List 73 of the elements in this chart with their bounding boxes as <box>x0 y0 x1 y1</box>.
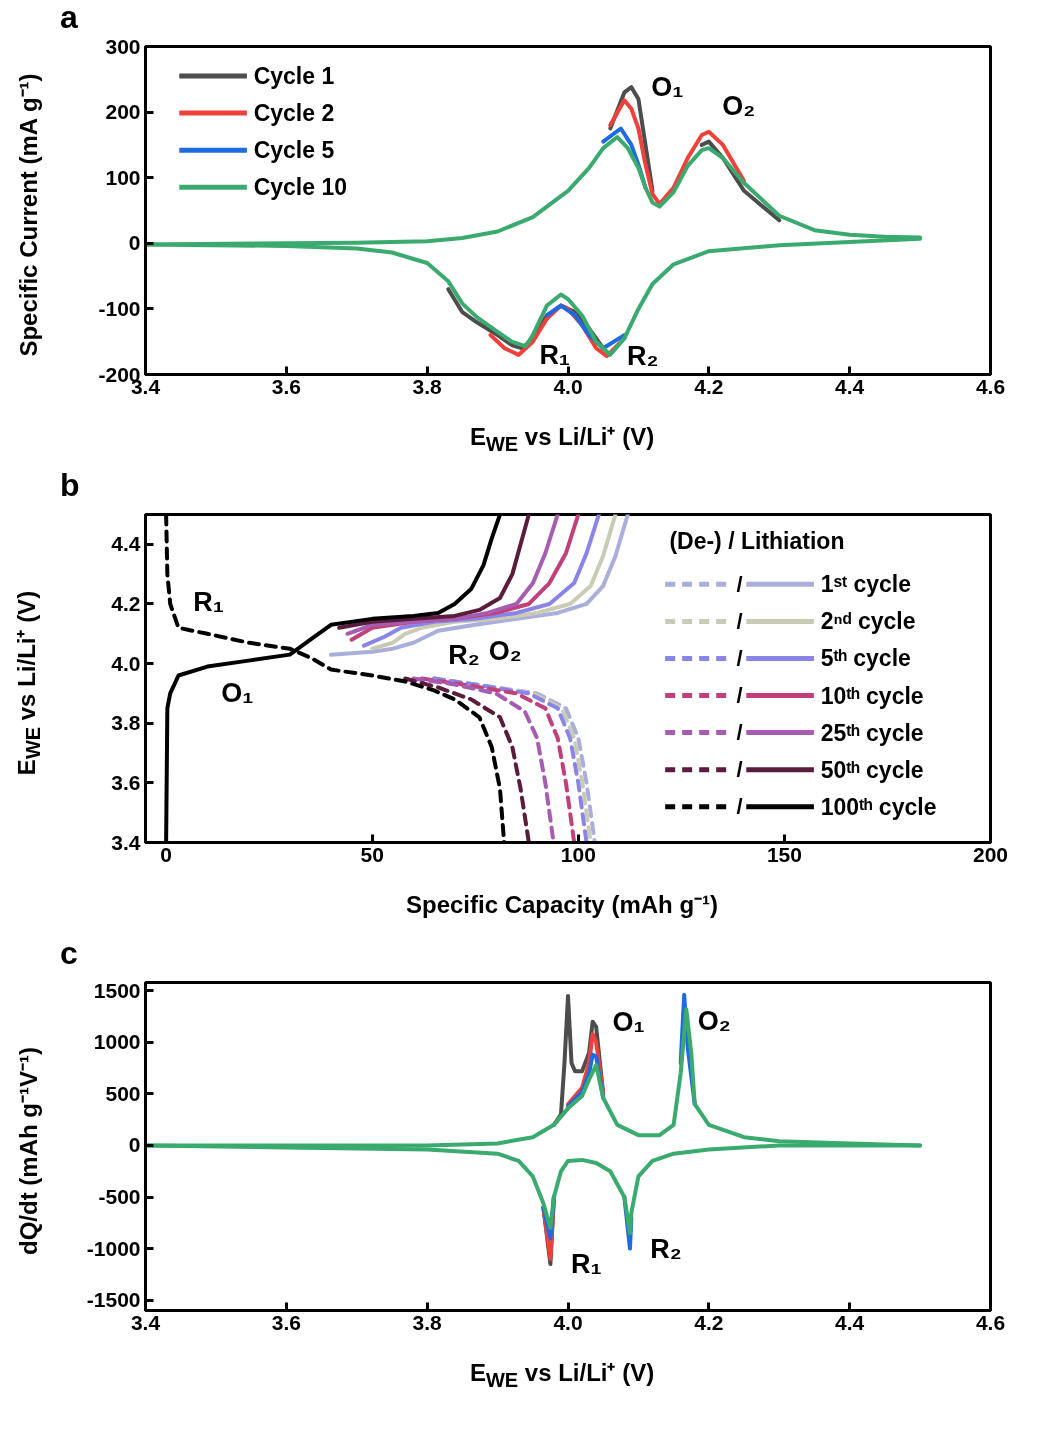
x-axis-title: E$_{WE}$ vs Li/Li⁺ (V) <box>469 1358 655 1392</box>
annotation: / <box>736 720 743 746</box>
x-tick-label: 3.6 <box>271 374 301 398</box>
x-tick-label: 4.2 <box>694 1310 724 1334</box>
y-tick-label: 1000 <box>93 1030 141 1054</box>
y-tick-label: 200 <box>105 100 141 124</box>
y-tick-label: 4.4 <box>111 532 141 556</box>
y-tick-label: 4.0 <box>111 651 141 675</box>
annotation: R₂ <box>626 341 659 372</box>
x-tick-label: 3.6 <box>271 1310 301 1334</box>
x-tick-label: 50 <box>360 842 384 866</box>
legend-label: Cycle 5 <box>253 137 335 164</box>
y-tick-label: 4.2 <box>111 591 141 615</box>
annotation: R₁ <box>539 339 571 370</box>
y-axis-title: dQ/dt (mAh g⁻¹V⁻¹) <box>13 1047 43 1255</box>
y-tick-label: 500 <box>105 1081 141 1105</box>
y-tick-label: 0 <box>128 231 141 255</box>
annotation: O₁ <box>651 72 684 103</box>
x-tick-label: 4.2 <box>694 374 724 398</box>
y-tick-label: 0 <box>128 1133 141 1157</box>
x-tick-label: 150 <box>766 842 802 866</box>
y-tick-label: -500 <box>98 1185 141 1209</box>
chart-title: c <box>60 935 78 972</box>
x-axis-title: Specific Capacity (mAh g⁻¹) <box>405 890 719 920</box>
legend-label: 25ᵗʰ cycle <box>820 719 924 746</box>
legend-label: Cycle 2 <box>253 100 335 127</box>
chart-title: a <box>60 0 78 36</box>
x-tick-label: 4.0 <box>553 1310 583 1334</box>
x-tick-label: 0 <box>160 842 172 866</box>
legend-title: (De-) / Lithiation <box>669 527 845 554</box>
legend-label: 100ᵗʰ cycle <box>820 793 937 820</box>
annotation: O₂ <box>722 90 756 121</box>
legend-label: Cycle 1 <box>253 63 335 90</box>
x-tick-label: 3.8 <box>412 374 443 398</box>
x-tick-label: 100 <box>560 842 596 866</box>
annotation: / <box>736 757 743 783</box>
annotation: / <box>736 608 743 634</box>
y-tick-label: -1500 <box>86 1288 141 1312</box>
chart-title: b <box>60 467 80 504</box>
annotation: R₁ <box>193 586 224 617</box>
annotation: O₁ <box>221 677 254 708</box>
legend-label: 2ⁿᵈ cycle <box>820 608 916 635</box>
y-tick-label: 300 <box>105 34 141 58</box>
x-tick-label: 4.4 <box>835 1310 865 1334</box>
x-tick-label: 4.4 <box>835 374 865 398</box>
legend-label: 1ˢᵗ cycle <box>820 571 912 598</box>
annotation: R₁ <box>571 1249 602 1280</box>
y-tick-label: 3.6 <box>111 770 141 794</box>
legend-label: Cycle 10 <box>253 174 348 201</box>
annotation: / <box>736 794 743 820</box>
annotation: O₂ <box>697 1005 731 1036</box>
x-tick-label: 3.8 <box>412 1310 443 1334</box>
y-tick-label: -1000 <box>86 1236 141 1260</box>
annotation: R₂ <box>650 1233 682 1264</box>
annotation: O₁ <box>612 1006 645 1037</box>
annotation: / <box>736 683 743 709</box>
y-tick-label: 100 <box>105 165 141 189</box>
y-axis-title: Specific Current (mA g⁻¹) <box>13 73 43 357</box>
legend-label: 50ᵗʰ cycle <box>820 756 924 783</box>
x-tick-label: 4.6 <box>975 374 1006 398</box>
x-tick-label: 4.0 <box>553 374 583 398</box>
annotation: R₂ <box>448 640 480 671</box>
y-tick-label: 1500 <box>93 978 141 1002</box>
legend-label: 10ᵗʰ cycle <box>820 682 924 709</box>
y-tick-label: 3.8 <box>111 711 141 735</box>
x-tick-label: 4.6 <box>975 1310 1006 1334</box>
annotation: / <box>736 571 743 597</box>
annotation: O₂ <box>488 635 522 666</box>
y-tick-label: -100 <box>98 296 141 320</box>
annotation: / <box>736 645 743 671</box>
x-axis-title: E$_{WE}$ vs Li/Li⁺ (V) <box>469 422 655 456</box>
legend-label: 5ᵗʰ cycle <box>820 645 911 672</box>
x-tick-label: 200 <box>972 842 1009 866</box>
